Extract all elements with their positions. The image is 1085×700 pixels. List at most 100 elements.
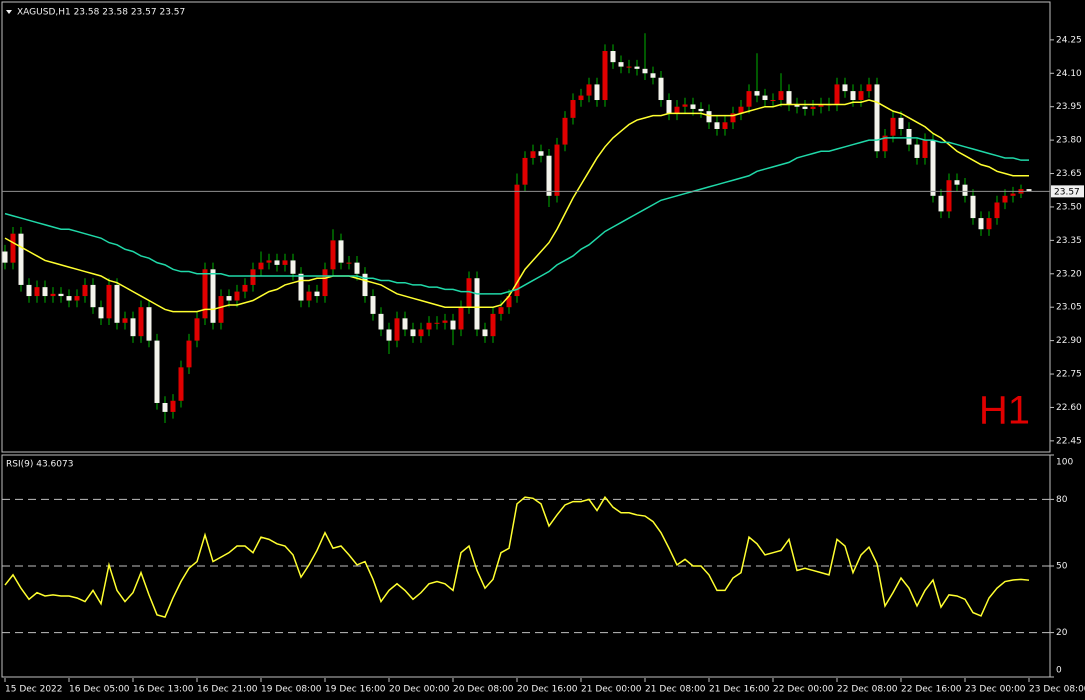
candle-body <box>538 151 544 156</box>
candle-body <box>634 66 640 69</box>
candle-body <box>322 269 328 297</box>
candle-body <box>330 240 336 270</box>
current-price-box <box>1051 185 1084 198</box>
candle-body <box>1010 193 1016 196</box>
y-tick-label: 22.75 <box>1056 370 1082 380</box>
candle-body <box>978 218 984 230</box>
candle-body <box>418 329 424 337</box>
candle-body <box>506 296 512 308</box>
candle-body <box>850 91 856 101</box>
x-tick-label: 19 Dec 08:00 <box>261 685 322 695</box>
candle-body <box>922 140 928 158</box>
moving-average <box>4 137 1029 295</box>
candle-body <box>18 233 24 285</box>
candle-body <box>906 128 912 145</box>
candle-body <box>74 296 80 301</box>
x-tick-label: 20 Dec 08:00 <box>453 685 514 695</box>
candle-body <box>314 291 320 297</box>
candle-body <box>866 84 872 92</box>
x-tick-label: 22 Dec 08:00 <box>837 685 898 695</box>
candle-body <box>658 77 664 101</box>
candle-body <box>610 51 616 63</box>
x-tick-label: 16 Dec 13:00 <box>133 685 194 695</box>
y-tick-label: 23.80 <box>1056 136 1082 146</box>
candle-body <box>730 113 736 123</box>
candle-body <box>786 91 792 105</box>
y-tick-label: 24.25 <box>1056 35 1082 45</box>
y-tick-label: 22.45 <box>1056 436 1082 446</box>
candle-body <box>490 313 496 337</box>
x-tick-label: 19 Dec 16:00 <box>325 685 386 695</box>
candle-body <box>210 269 216 323</box>
y-tick-label: 80 <box>1056 495 1068 505</box>
candle-body <box>266 260 272 263</box>
candle-body <box>1026 189 1032 192</box>
candle-body <box>938 195 944 212</box>
x-tick-label: 16 Dec 21:00 <box>197 685 258 695</box>
candle-body <box>546 155 552 196</box>
candle-body <box>234 291 240 301</box>
y-tick-label: 0 <box>1056 666 1062 676</box>
candle-body <box>578 95 584 101</box>
candle-body <box>154 340 160 403</box>
x-tick-label: 23 Dec 08:00 <box>1029 685 1085 695</box>
candle-body <box>450 320 456 330</box>
candle-body <box>690 104 696 109</box>
candle-body <box>218 296 224 323</box>
x-tick-label: 21 Dec 00:00 <box>581 685 642 695</box>
candle-body <box>146 307 152 341</box>
candle-body <box>434 322 440 324</box>
candle-body <box>594 84 600 101</box>
x-tick-label: 20 Dec 00:00 <box>389 685 450 695</box>
candle-body <box>642 68 648 74</box>
menu-triangle[interactable] <box>6 10 12 14</box>
candle-body <box>426 322 432 330</box>
y-tick-label: 22.90 <box>1056 336 1082 346</box>
candle-body <box>378 313 384 330</box>
y-tick-label: 23.35 <box>1056 236 1082 246</box>
candle-body <box>458 307 464 330</box>
candle-body <box>874 84 880 152</box>
candle-body <box>674 106 680 114</box>
candle-body <box>778 91 784 101</box>
y-tick-label: 23.50 <box>1056 202 1082 212</box>
candle-body <box>914 144 920 158</box>
candle-body <box>298 273 304 301</box>
rsi-line <box>4 495 1030 618</box>
candle-body <box>202 269 208 319</box>
candle-body <box>562 117 568 145</box>
candle-body <box>50 293 56 297</box>
x-tick-label: 16 Dec 05:00 <box>69 685 130 695</box>
y-tick-label: 22.60 <box>1056 403 1082 413</box>
candle-body <box>226 296 232 301</box>
y-tick-label: 20 <box>1056 628 1068 638</box>
candle-body <box>370 296 376 314</box>
candle-body <box>666 100 672 114</box>
candle-body <box>114 284 120 323</box>
candle-body <box>354 262 360 274</box>
candle-body <box>402 318 408 330</box>
candle-body <box>58 293 64 297</box>
candle-body <box>242 284 248 292</box>
candle-body <box>122 318 128 323</box>
candle-body <box>834 84 840 105</box>
candle-body <box>410 329 416 337</box>
candle-body <box>994 202 1000 219</box>
candle-body <box>626 66 632 68</box>
candle-body <box>98 307 104 319</box>
candle-body <box>650 73 656 78</box>
y-tick-label: 100 <box>1056 458 1073 468</box>
candle-body <box>682 104 688 107</box>
candle-body <box>346 262 352 264</box>
candle-body <box>482 329 488 337</box>
pane-title: XAGUSD,H1 23.58 23.58 23.57 23.57 <box>17 8 185 18</box>
candle-body <box>258 262 264 270</box>
x-tick-label: 22 Dec 00:00 <box>773 685 834 695</box>
candle-body <box>34 287 40 297</box>
candle-body <box>90 284 96 308</box>
candle-body <box>130 318 136 337</box>
x-tick-label: 21 Dec 16:00 <box>709 685 770 695</box>
candle-body <box>602 51 608 101</box>
candle-body <box>2 251 8 263</box>
